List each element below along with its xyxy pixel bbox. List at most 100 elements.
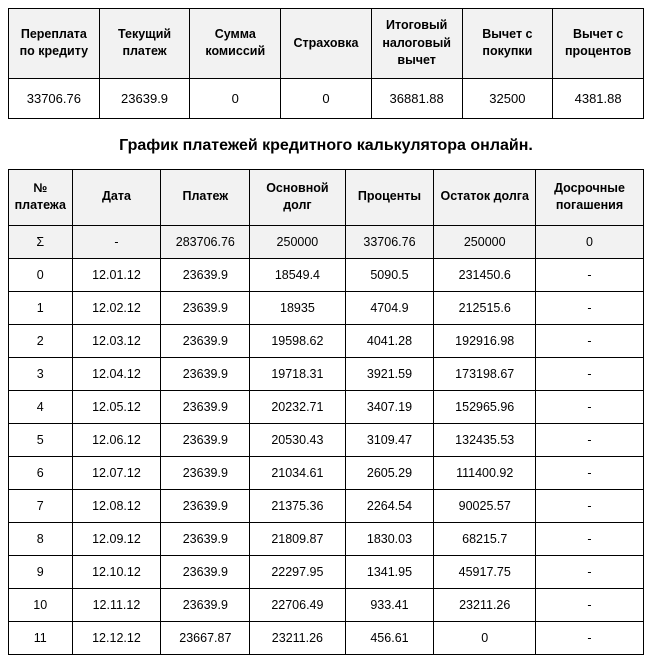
schedule-row: 612.07.1223639.921034.612605.29111400.92…: [9, 456, 644, 489]
schedule-cell: 23639.9: [161, 258, 250, 291]
schedule-cell: 456.61: [345, 621, 434, 654]
schedule-cell: -: [536, 324, 644, 357]
schedule-cell: 2264.54: [345, 489, 434, 522]
schedule-header: Платеж: [161, 169, 250, 225]
schedule-cell: 12.05.12: [72, 390, 161, 423]
schedule-cell: 22297.95: [250, 555, 345, 588]
schedule-cell: 23639.9: [161, 390, 250, 423]
summary-header: Переплата по кредиту: [9, 9, 100, 79]
summary-cell: 23639.9: [99, 78, 190, 118]
schedule-cell: -: [536, 291, 644, 324]
schedule-sigma-row: Σ - 283706.76 250000 33706.76 250000 0: [9, 225, 644, 258]
sigma-cell: 0: [536, 225, 644, 258]
schedule-cell: 23639.9: [161, 456, 250, 489]
schedule-table: № платежа Дата Платеж Основной долг Проц…: [8, 169, 644, 655]
schedule-cell: 132435.53: [434, 423, 536, 456]
schedule-cell: 12.11.12: [72, 588, 161, 621]
schedule-cell: 212515.6: [434, 291, 536, 324]
summary-header: Страховка: [281, 9, 372, 79]
schedule-cell: -: [536, 357, 644, 390]
schedule-cell: 23639.9: [161, 423, 250, 456]
summary-cell: 36881.88: [371, 78, 462, 118]
schedule-cell: 90025.57: [434, 489, 536, 522]
schedule-cell: 12.08.12: [72, 489, 161, 522]
schedule-header-row: № платежа Дата Платеж Основной долг Проц…: [9, 169, 644, 225]
schedule-cell: 4: [9, 390, 73, 423]
schedule-cell: 3109.47: [345, 423, 434, 456]
schedule-cell: -: [536, 489, 644, 522]
schedule-cell: 68215.7: [434, 522, 536, 555]
schedule-cell: 12.12.12: [72, 621, 161, 654]
schedule-row: 1112.12.1223667.8723211.26456.610-: [9, 621, 644, 654]
schedule-row: 812.09.1223639.921809.871830.0368215.7-: [9, 522, 644, 555]
schedule-cell: 20530.43: [250, 423, 345, 456]
summary-header: Итоговый налоговый вычет: [371, 9, 462, 79]
schedule-cell: 2: [9, 324, 73, 357]
schedule-cell: 22706.49: [250, 588, 345, 621]
schedule-cell: 11: [9, 621, 73, 654]
schedule-header: № платежа: [9, 169, 73, 225]
schedule-cell: -: [536, 390, 644, 423]
schedule-row: 012.01.1223639.918549.45090.5231450.6-: [9, 258, 644, 291]
schedule-cell: 12.01.12: [72, 258, 161, 291]
schedule-row: 412.05.1223639.920232.713407.19152965.96…: [9, 390, 644, 423]
schedule-cell: 111400.92: [434, 456, 536, 489]
schedule-cell: -: [536, 588, 644, 621]
summary-cell: 0: [281, 78, 372, 118]
schedule-cell: 1830.03: [345, 522, 434, 555]
summary-table: Переплата по кредиту Текущий платеж Сумм…: [8, 8, 644, 119]
schedule-cell: -: [536, 456, 644, 489]
schedule-cell: 1341.95: [345, 555, 434, 588]
schedule-cell: 23639.9: [161, 489, 250, 522]
summary-header: Вычет с процентов: [553, 9, 644, 79]
schedule-cell: 23211.26: [434, 588, 536, 621]
schedule-header: Досрочные погашения: [536, 169, 644, 225]
schedule-cell: 5090.5: [345, 258, 434, 291]
schedule-cell: 4704.9: [345, 291, 434, 324]
schedule-cell: 21034.61: [250, 456, 345, 489]
schedule-row: 312.04.1223639.919718.313921.59173198.67…: [9, 357, 644, 390]
sigma-cell: 250000: [434, 225, 536, 258]
schedule-cell: 12.07.12: [72, 456, 161, 489]
schedule-cell: 12.03.12: [72, 324, 161, 357]
sigma-cell: 250000: [250, 225, 345, 258]
summary-header-row: Переплата по кредиту Текущий платеж Сумм…: [9, 9, 644, 79]
schedule-row: 912.10.1223639.922297.951341.9545917.75-: [9, 555, 644, 588]
schedule-cell: 20232.71: [250, 390, 345, 423]
schedule-cell: 12.02.12: [72, 291, 161, 324]
schedule-cell: 23639.9: [161, 291, 250, 324]
schedule-cell: 23639.9: [161, 357, 250, 390]
schedule-header: Остаток долга: [434, 169, 536, 225]
schedule-cell: 7: [9, 489, 73, 522]
schedule-cell: 12.10.12: [72, 555, 161, 588]
schedule-cell: 23639.9: [161, 588, 250, 621]
schedule-cell: 173198.67: [434, 357, 536, 390]
schedule-cell: 23639.9: [161, 324, 250, 357]
schedule-row: 112.02.1223639.9189354704.9212515.6-: [9, 291, 644, 324]
schedule-header: Проценты: [345, 169, 434, 225]
schedule-header: Основной долг: [250, 169, 345, 225]
summary-cell: 32500: [462, 78, 553, 118]
schedule-cell: -: [536, 555, 644, 588]
schedule-cell: 19718.31: [250, 357, 345, 390]
schedule-cell: 23639.9: [161, 555, 250, 588]
schedule-row: 212.03.1223639.919598.624041.28192916.98…: [9, 324, 644, 357]
summary-cell: 33706.76: [9, 78, 100, 118]
sigma-cell: -: [72, 225, 161, 258]
schedule-cell: -: [536, 423, 644, 456]
schedule-cell: 152965.96: [434, 390, 536, 423]
schedule-row: 512.06.1223639.920530.433109.47132435.53…: [9, 423, 644, 456]
schedule-cell: 21809.87: [250, 522, 345, 555]
sigma-cell: Σ: [9, 225, 73, 258]
schedule-cell: 12.09.12: [72, 522, 161, 555]
sigma-cell: 283706.76: [161, 225, 250, 258]
schedule-cell: -: [536, 621, 644, 654]
schedule-cell: 12.06.12: [72, 423, 161, 456]
schedule-cell: 9: [9, 555, 73, 588]
schedule-cell: 3921.59: [345, 357, 434, 390]
schedule-cell: 2605.29: [345, 456, 434, 489]
schedule-cell: -: [536, 522, 644, 555]
summary-header: Сумма комиссий: [190, 9, 281, 79]
schedule-cell: 10: [9, 588, 73, 621]
schedule-cell: 6: [9, 456, 73, 489]
